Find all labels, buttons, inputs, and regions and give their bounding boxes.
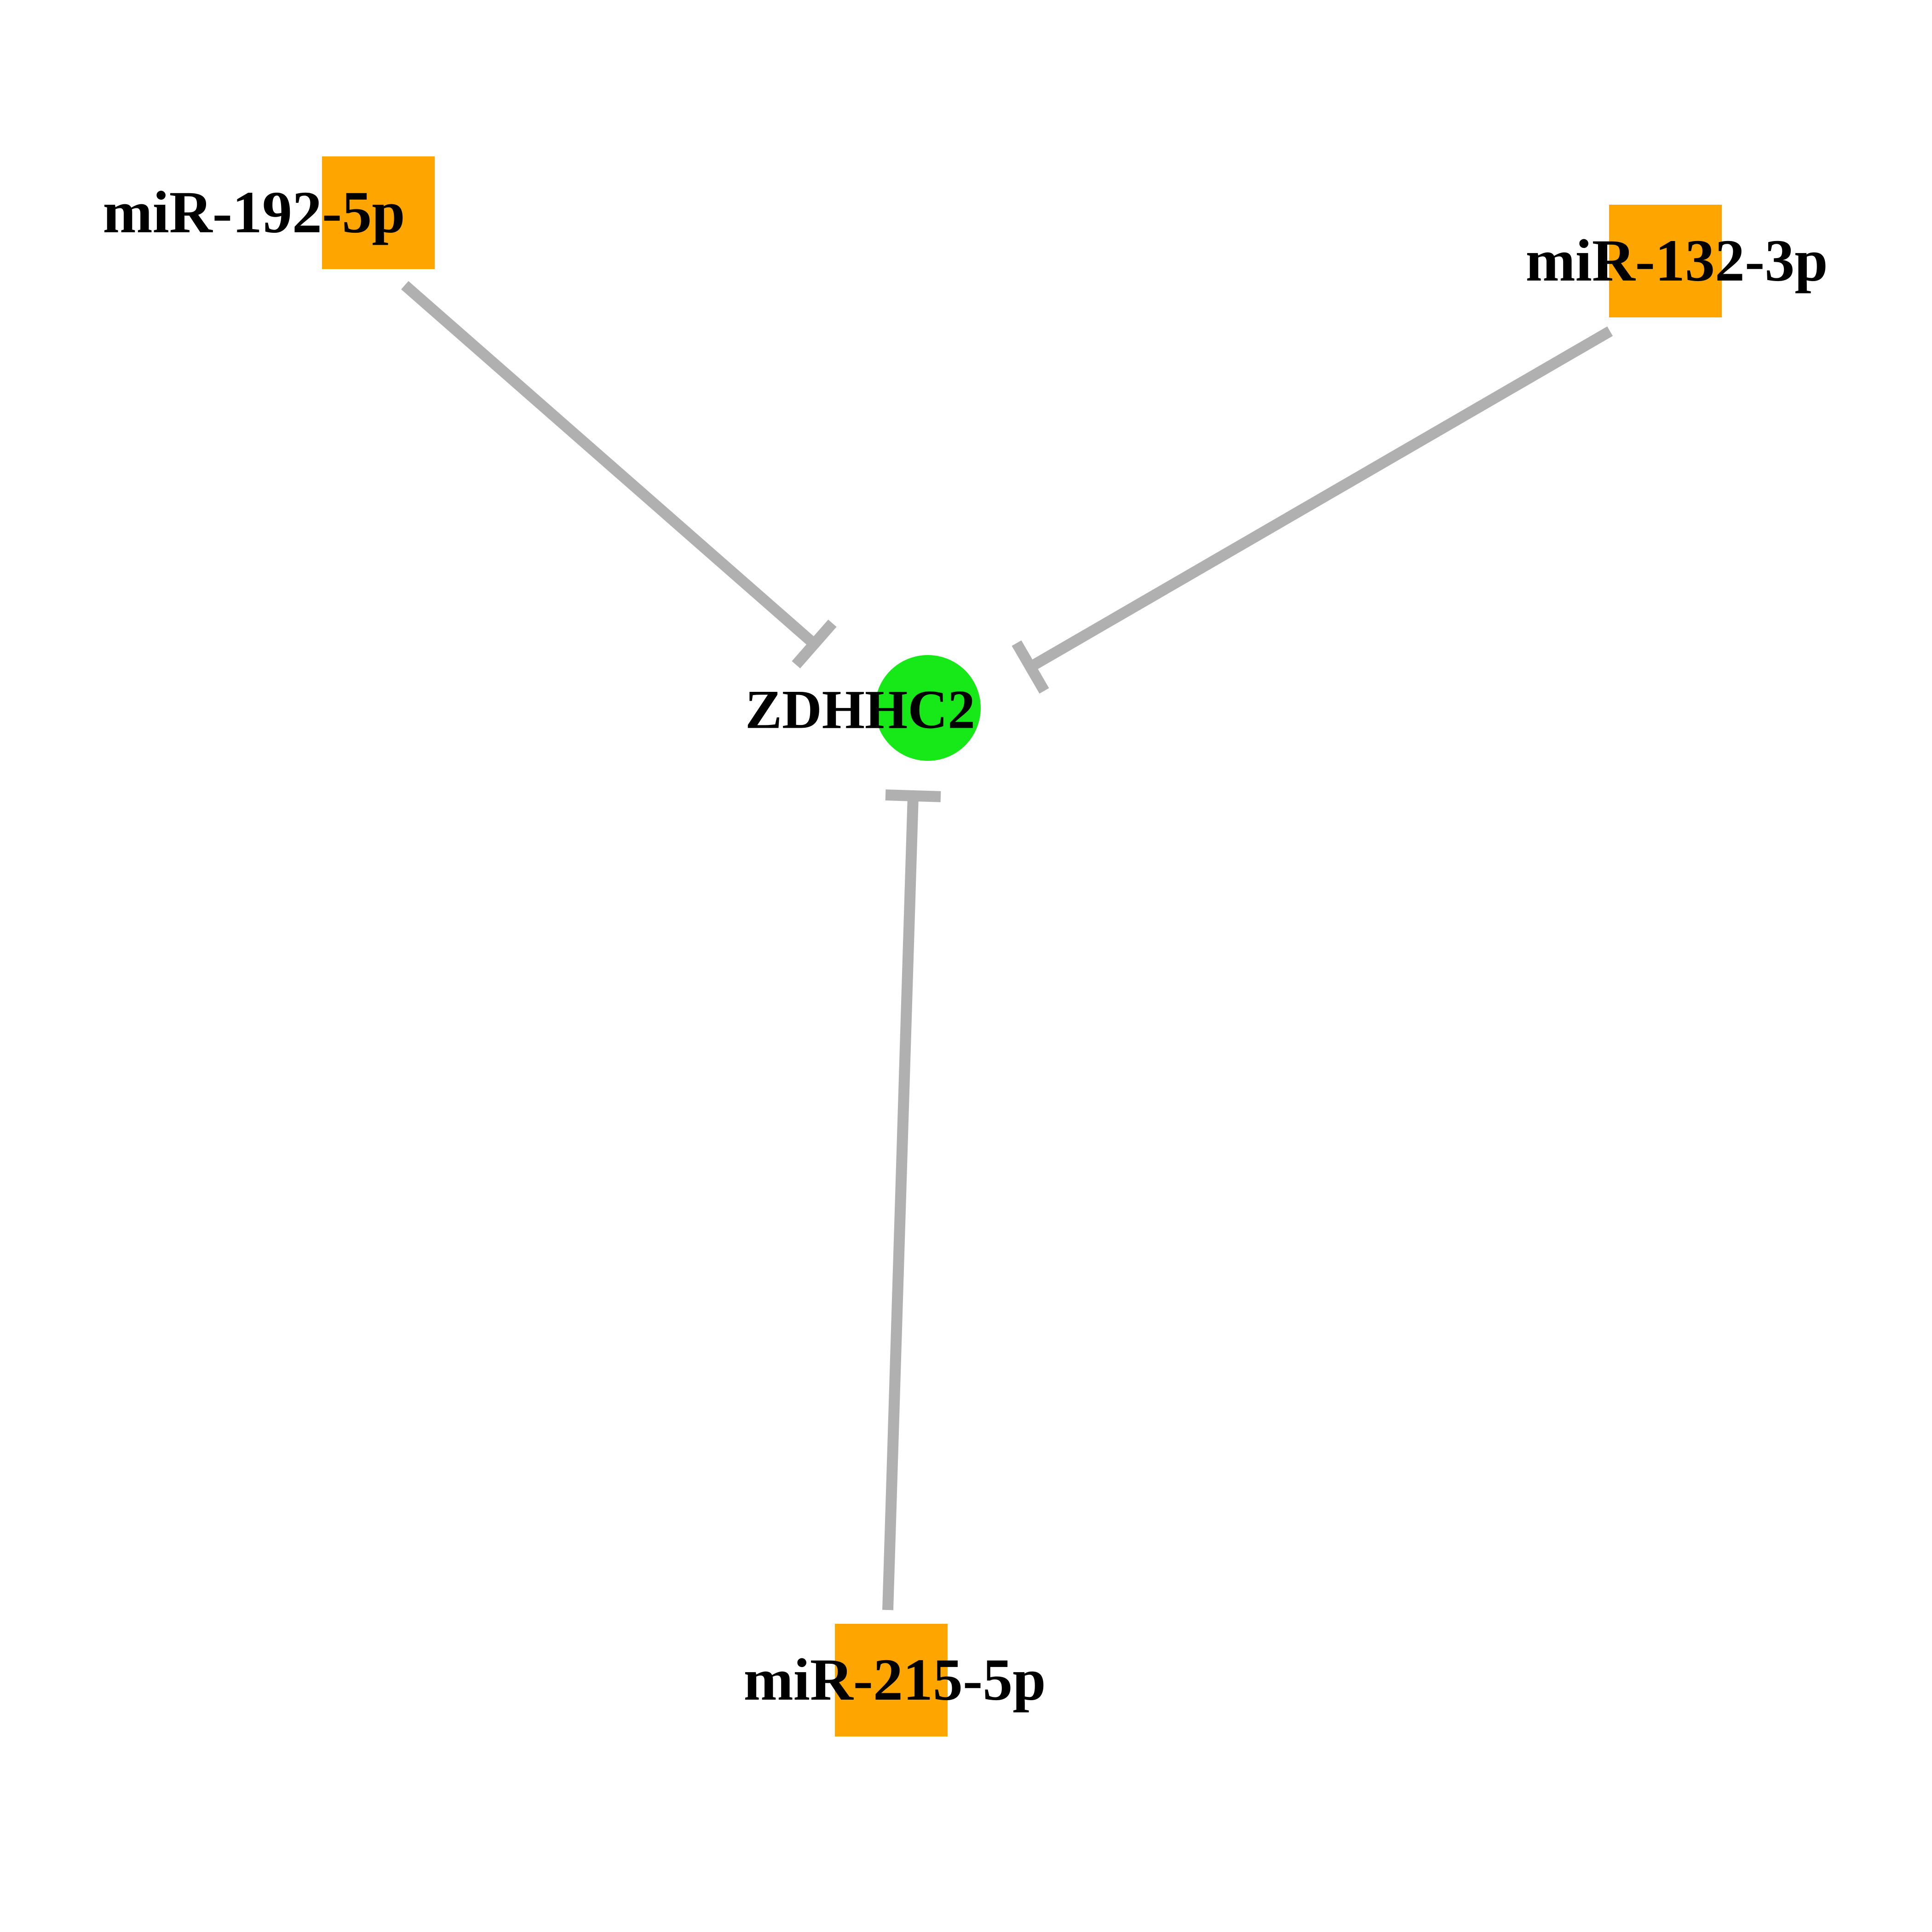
edge-mir215-center [886,795,941,1610]
nodes-group: miR-192-5p miR-132-3p miR-215-5p ZDHHC2 [103,156,1828,1736]
node-mir215: miR-215-5p [743,1624,1046,1736]
edges-group [405,285,1610,1610]
network-diagram: miR-192-5p miR-132-3p miR-215-5p ZDHHC2 [0,0,1932,1932]
node-label-mir215: miR-215-5p [743,1647,1046,1713]
node-label-center: ZDHHC2 [745,679,975,740]
node-mir192: miR-192-5p [103,156,435,269]
node-label-mir192: miR-192-5p [103,179,405,246]
edge-mir132-center [1017,331,1610,691]
inhibition-bar [886,795,941,797]
edge-mir192-center [405,285,833,665]
node-center: ZDHHC2 [745,655,981,761]
node-label-mir132: miR-132-3p [1525,228,1828,294]
node-mir132: miR-132-3p [1525,205,1828,317]
